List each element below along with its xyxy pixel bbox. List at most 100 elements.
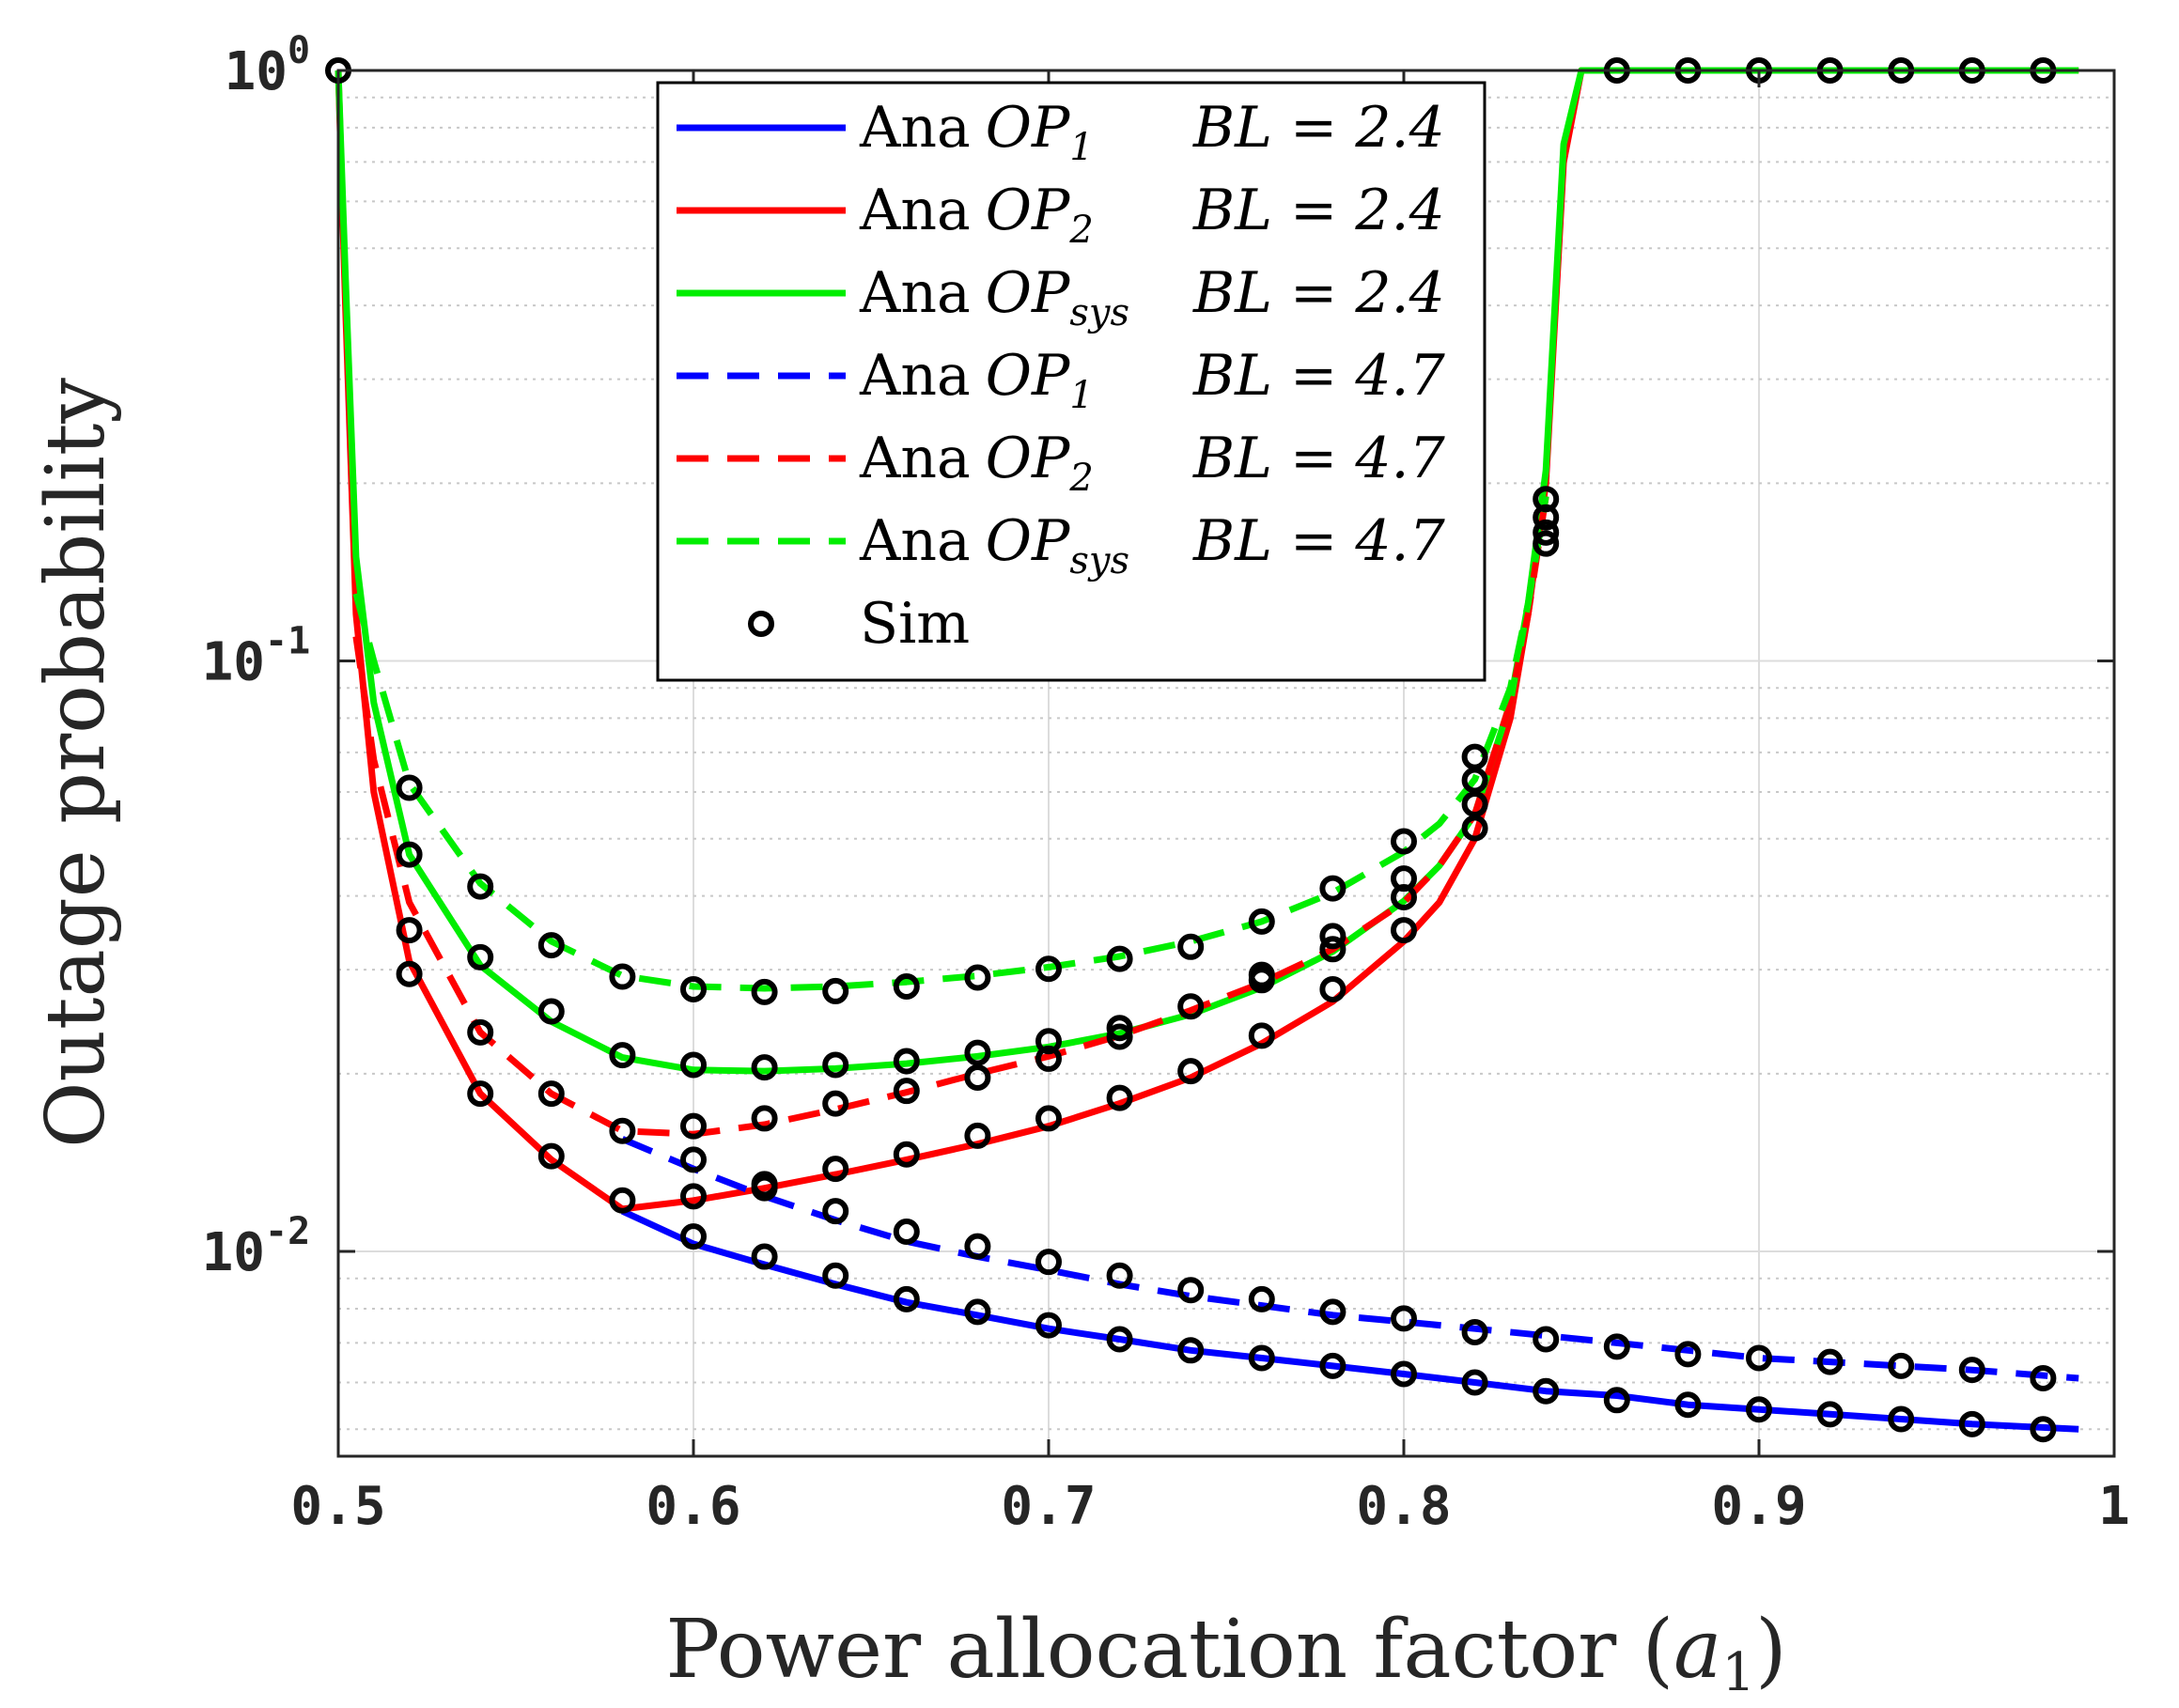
legend: Ana OP1 BL = 2.4 Ana OP2 BL = 2.4 Ana OPsys BL =… (656, 81, 1486, 682)
sim-marker-98 (1674, 1341, 1702, 1368)
sim-marker-111 (1958, 1410, 1985, 1437)
sim-marker-80 (1391, 1305, 1417, 1332)
sim-marker-11 (537, 1080, 565, 1108)
sim-marker-8 (467, 1080, 494, 1108)
sim-marker-21 (680, 1183, 707, 1210)
sim-marker-54 (1106, 1015, 1133, 1042)
sim-marker-34 (822, 1262, 849, 1289)
sim-marker-18 (680, 1051, 707, 1079)
sim-marker-85 (1461, 815, 1488, 842)
sim-marker-32 (822, 1156, 849, 1183)
series-line-0 (620, 1208, 2079, 1433)
sim-marker-107 (1888, 1352, 1915, 1379)
sim-marker-44 (964, 1122, 991, 1149)
y-tick-label-1: 10 (202, 632, 265, 693)
y-tick-label-0: 10 (225, 41, 288, 102)
sim-marker-110 (1958, 1357, 1985, 1384)
sim-marker-113 (2030, 1364, 2057, 1391)
x-tick-label-5: 1 (2098, 1476, 2130, 1537)
sim-marker-43 (964, 1064, 991, 1091)
sim-marker-68 (1248, 1285, 1275, 1312)
sim-marker-69 (1248, 1344, 1275, 1372)
sim-marker-23 (751, 978, 778, 1005)
sim-marker-87 (1461, 1369, 1488, 1396)
sim-marker-105 (1816, 1401, 1844, 1428)
sim-marker-30 (822, 1051, 849, 1079)
sim-marker-93 (1533, 1377, 1560, 1405)
legend-label-6: Sim (860, 591, 970, 657)
sim-marker-20 (680, 1146, 707, 1173)
sim-marker-5 (467, 873, 494, 900)
y-tick-label-2: 10 (202, 1222, 265, 1283)
legend-bl-3: BL = 4.7 (1192, 343, 1446, 409)
y-tick-exponent-1: -1 (265, 620, 310, 663)
sim-marker-36 (893, 1048, 920, 1075)
legend-bl-0: BL = 2.4 (1192, 95, 1445, 161)
plot-frame (336, 69, 2116, 1458)
sim-marker-92 (1533, 1326, 1560, 1353)
sim-marker-70 (1319, 875, 1346, 902)
x-axis-symbol: a (1673, 1603, 1721, 1697)
sim-marker-101 (1746, 1344, 1772, 1372)
y-tick-exponent-2: -2 (265, 1210, 310, 1253)
sim-marker-63 (1177, 1337, 1205, 1364)
sim-marker-24 (751, 1054, 778, 1081)
sim-marker-73 (1319, 975, 1346, 1002)
legend-bl-2: BL = 2.4 (1192, 260, 1445, 326)
x-tick-label-2: 0.7 (1001, 1476, 1096, 1537)
legend-label-5: Ana OPsys (859, 508, 1129, 582)
sim-marker-89 (1533, 504, 1560, 531)
sim-marker-13 (609, 963, 636, 990)
sim-marker-40 (893, 1285, 920, 1312)
sim-marker-57 (1106, 1262, 1133, 1289)
sim-marker-99 (1674, 1391, 1702, 1419)
sim-marker-104 (1816, 1348, 1844, 1375)
sim-marker-58 (1106, 1326, 1133, 1353)
sim-marker-29 (822, 977, 849, 1004)
sim-marker-84 (1461, 790, 1488, 817)
legend-label-1: Ana OP2 (859, 178, 1094, 252)
sim-marker-17 (680, 975, 707, 1002)
sim-marker-102 (1746, 1396, 1772, 1423)
sim-marker-46 (964, 1298, 991, 1326)
legend-label-2: Ana OPsys (859, 260, 1129, 334)
legend-swatch-marker (748, 611, 774, 637)
sim-marker-39 (893, 1219, 920, 1246)
x-axis-label-text: Power allocation factor (665, 1603, 1617, 1697)
sim-marker-81 (1391, 1360, 1417, 1388)
sim-marker-28 (751, 1243, 778, 1270)
sim-marker-41 (964, 964, 991, 991)
sim-marker-22 (680, 1223, 707, 1250)
sim-marker-72 (1319, 936, 1346, 963)
y-tick-exponent-0: 0 (288, 29, 310, 72)
sim-marker-48 (1035, 1028, 1062, 1055)
sim-marker-79 (1391, 917, 1417, 944)
sim-marker-25 (751, 1105, 778, 1132)
sim-marker-49 (1035, 1045, 1062, 1072)
sim-marker-91 (1533, 530, 1560, 557)
legend-box (656, 81, 1486, 682)
sim-marker-95 (1603, 1333, 1630, 1360)
sim-marker-62 (1177, 1277, 1205, 1304)
sim-marker-1 (396, 774, 423, 801)
sim-marker-61 (1177, 1058, 1205, 1085)
sim-marker-66 (1248, 967, 1275, 994)
series-line-5 (352, 495, 1549, 992)
sim-marker-3 (396, 917, 423, 944)
sim-marker-83 (1461, 767, 1488, 794)
legend-label-0: Ana OP1 (859, 95, 1094, 169)
sim-marker-2 (396, 841, 423, 868)
sim-marker-71 (1319, 923, 1346, 950)
sim-marker-59 (1177, 933, 1205, 960)
sim-marker-33 (822, 1198, 849, 1225)
sim-marker-90 (1533, 519, 1560, 546)
sim-marker-56 (1106, 1084, 1133, 1111)
legend-bl-5: BL = 4.7 (1192, 508, 1446, 574)
sim-marker-47 (1035, 955, 1062, 983)
x-axis-symbol-sub: 1 (1721, 1642, 1755, 1703)
sim-marker-31 (822, 1090, 849, 1117)
sim-marker-74 (1319, 1298, 1346, 1326)
sim-marker-19 (680, 1112, 707, 1140)
